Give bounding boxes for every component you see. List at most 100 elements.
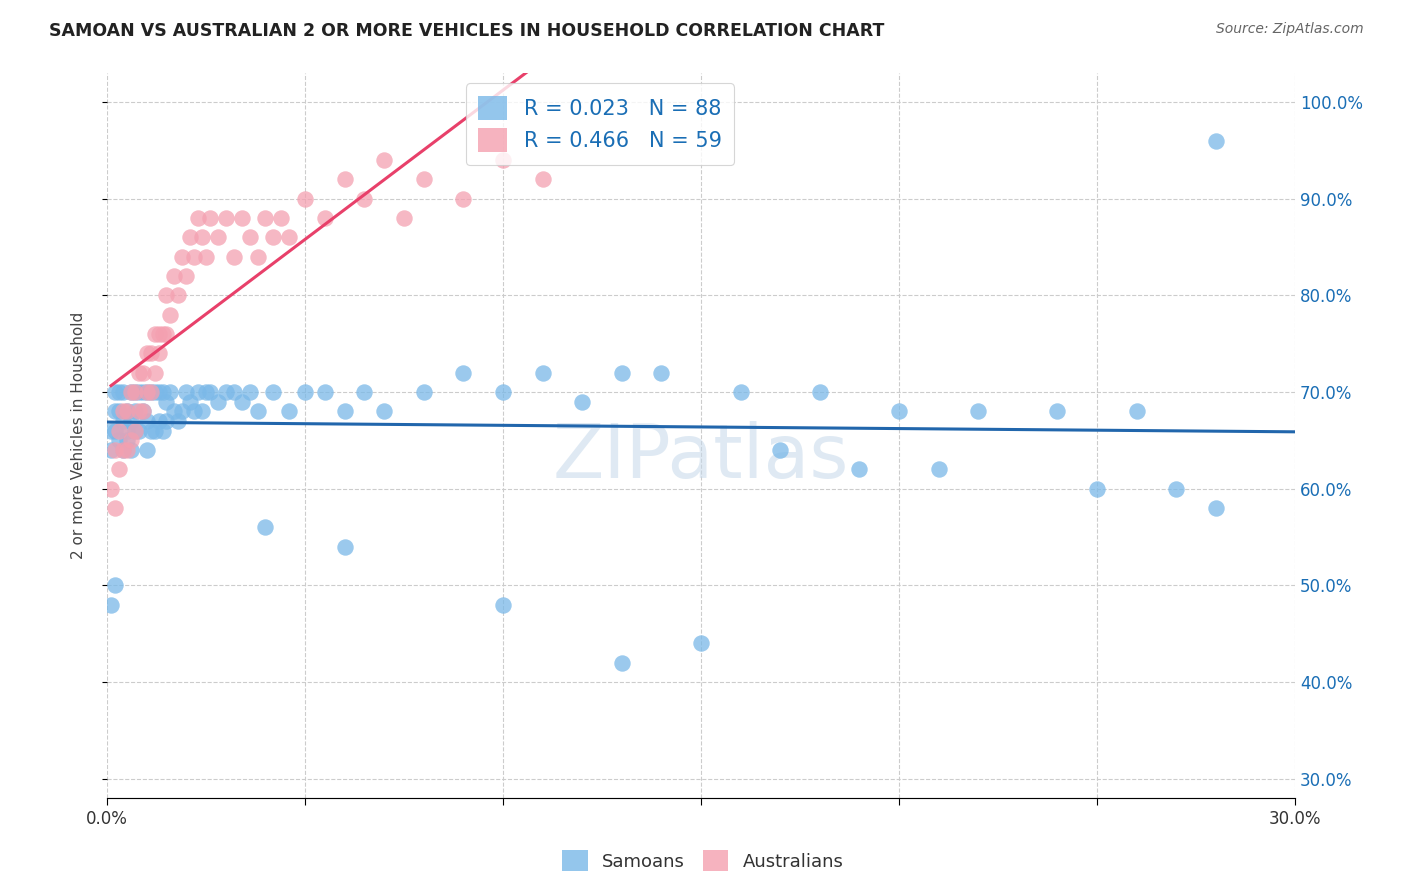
Point xyxy=(207,394,229,409)
Point xyxy=(808,385,831,400)
Point xyxy=(104,424,127,438)
Point xyxy=(412,385,434,400)
Point xyxy=(174,268,197,283)
Point xyxy=(132,366,155,380)
Point xyxy=(148,385,170,400)
Point xyxy=(1046,404,1069,418)
Point xyxy=(215,385,238,400)
Point xyxy=(174,385,197,400)
Text: SAMOAN VS AUSTRALIAN 2 OR MORE VEHICLES IN HOUSEHOLD CORRELATION CHART: SAMOAN VS AUSTRALIAN 2 OR MORE VEHICLES … xyxy=(49,22,884,40)
Point xyxy=(492,598,515,612)
Point xyxy=(155,414,177,428)
Point xyxy=(239,385,262,400)
Point xyxy=(128,424,150,438)
Point xyxy=(769,443,792,458)
Point xyxy=(373,404,395,418)
Point xyxy=(215,211,238,225)
Point xyxy=(1205,501,1227,516)
Point xyxy=(124,424,146,438)
Point xyxy=(152,424,174,438)
Point xyxy=(167,288,190,302)
Point xyxy=(111,443,134,458)
Point xyxy=(333,172,356,186)
Point xyxy=(143,366,166,380)
Point xyxy=(294,192,316,206)
Point xyxy=(120,414,142,428)
Point xyxy=(100,598,122,612)
Point xyxy=(650,366,672,380)
Y-axis label: 2 or more Vehicles in Household: 2 or more Vehicles in Household xyxy=(72,312,86,559)
Point xyxy=(104,443,127,458)
Point xyxy=(571,394,593,409)
Point xyxy=(531,172,554,186)
Point xyxy=(115,424,138,438)
Point xyxy=(124,385,146,400)
Point xyxy=(887,404,910,418)
Point xyxy=(135,385,157,400)
Point xyxy=(333,540,356,554)
Point xyxy=(155,288,177,302)
Point xyxy=(730,385,752,400)
Point xyxy=(179,230,201,244)
Point xyxy=(143,424,166,438)
Point xyxy=(104,385,127,400)
Point xyxy=(120,443,142,458)
Point xyxy=(179,394,201,409)
Point xyxy=(254,520,277,534)
Point xyxy=(254,211,277,225)
Point xyxy=(104,404,127,418)
Point xyxy=(928,462,950,476)
Point xyxy=(690,636,713,650)
Point xyxy=(294,385,316,400)
Point xyxy=(108,404,131,418)
Point xyxy=(172,404,194,418)
Point xyxy=(262,385,284,400)
Point xyxy=(115,404,138,418)
Point xyxy=(108,424,131,438)
Point xyxy=(124,404,146,418)
Point xyxy=(246,404,269,418)
Point xyxy=(353,192,375,206)
Point xyxy=(159,308,181,322)
Point xyxy=(148,326,170,341)
Point xyxy=(115,434,138,448)
Point xyxy=(453,192,475,206)
Point xyxy=(111,414,134,428)
Point xyxy=(195,250,218,264)
Point xyxy=(124,385,146,400)
Point xyxy=(148,346,170,360)
Point xyxy=(159,385,181,400)
Point xyxy=(100,424,122,438)
Point xyxy=(135,414,157,428)
Point xyxy=(198,385,221,400)
Point xyxy=(1085,482,1108,496)
Point xyxy=(610,366,633,380)
Point xyxy=(100,482,122,496)
Point xyxy=(314,385,336,400)
Point xyxy=(143,326,166,341)
Point xyxy=(610,656,633,670)
Point xyxy=(412,172,434,186)
Point xyxy=(967,404,990,418)
Point xyxy=(373,153,395,167)
Point xyxy=(195,385,218,400)
Point xyxy=(120,385,142,400)
Point xyxy=(152,326,174,341)
Point xyxy=(191,404,214,418)
Point xyxy=(167,414,190,428)
Point xyxy=(132,385,155,400)
Point xyxy=(128,404,150,418)
Point xyxy=(270,211,292,225)
Point xyxy=(139,385,162,400)
Point xyxy=(262,230,284,244)
Point xyxy=(155,326,177,341)
Point xyxy=(108,434,131,448)
Point xyxy=(135,346,157,360)
Point xyxy=(111,443,134,458)
Point xyxy=(231,394,253,409)
Point xyxy=(111,404,134,418)
Legend: R = 0.023   N = 88, R = 0.466   N = 59: R = 0.023 N = 88, R = 0.466 N = 59 xyxy=(465,83,734,165)
Point xyxy=(128,385,150,400)
Point xyxy=(231,211,253,225)
Point xyxy=(1125,404,1147,418)
